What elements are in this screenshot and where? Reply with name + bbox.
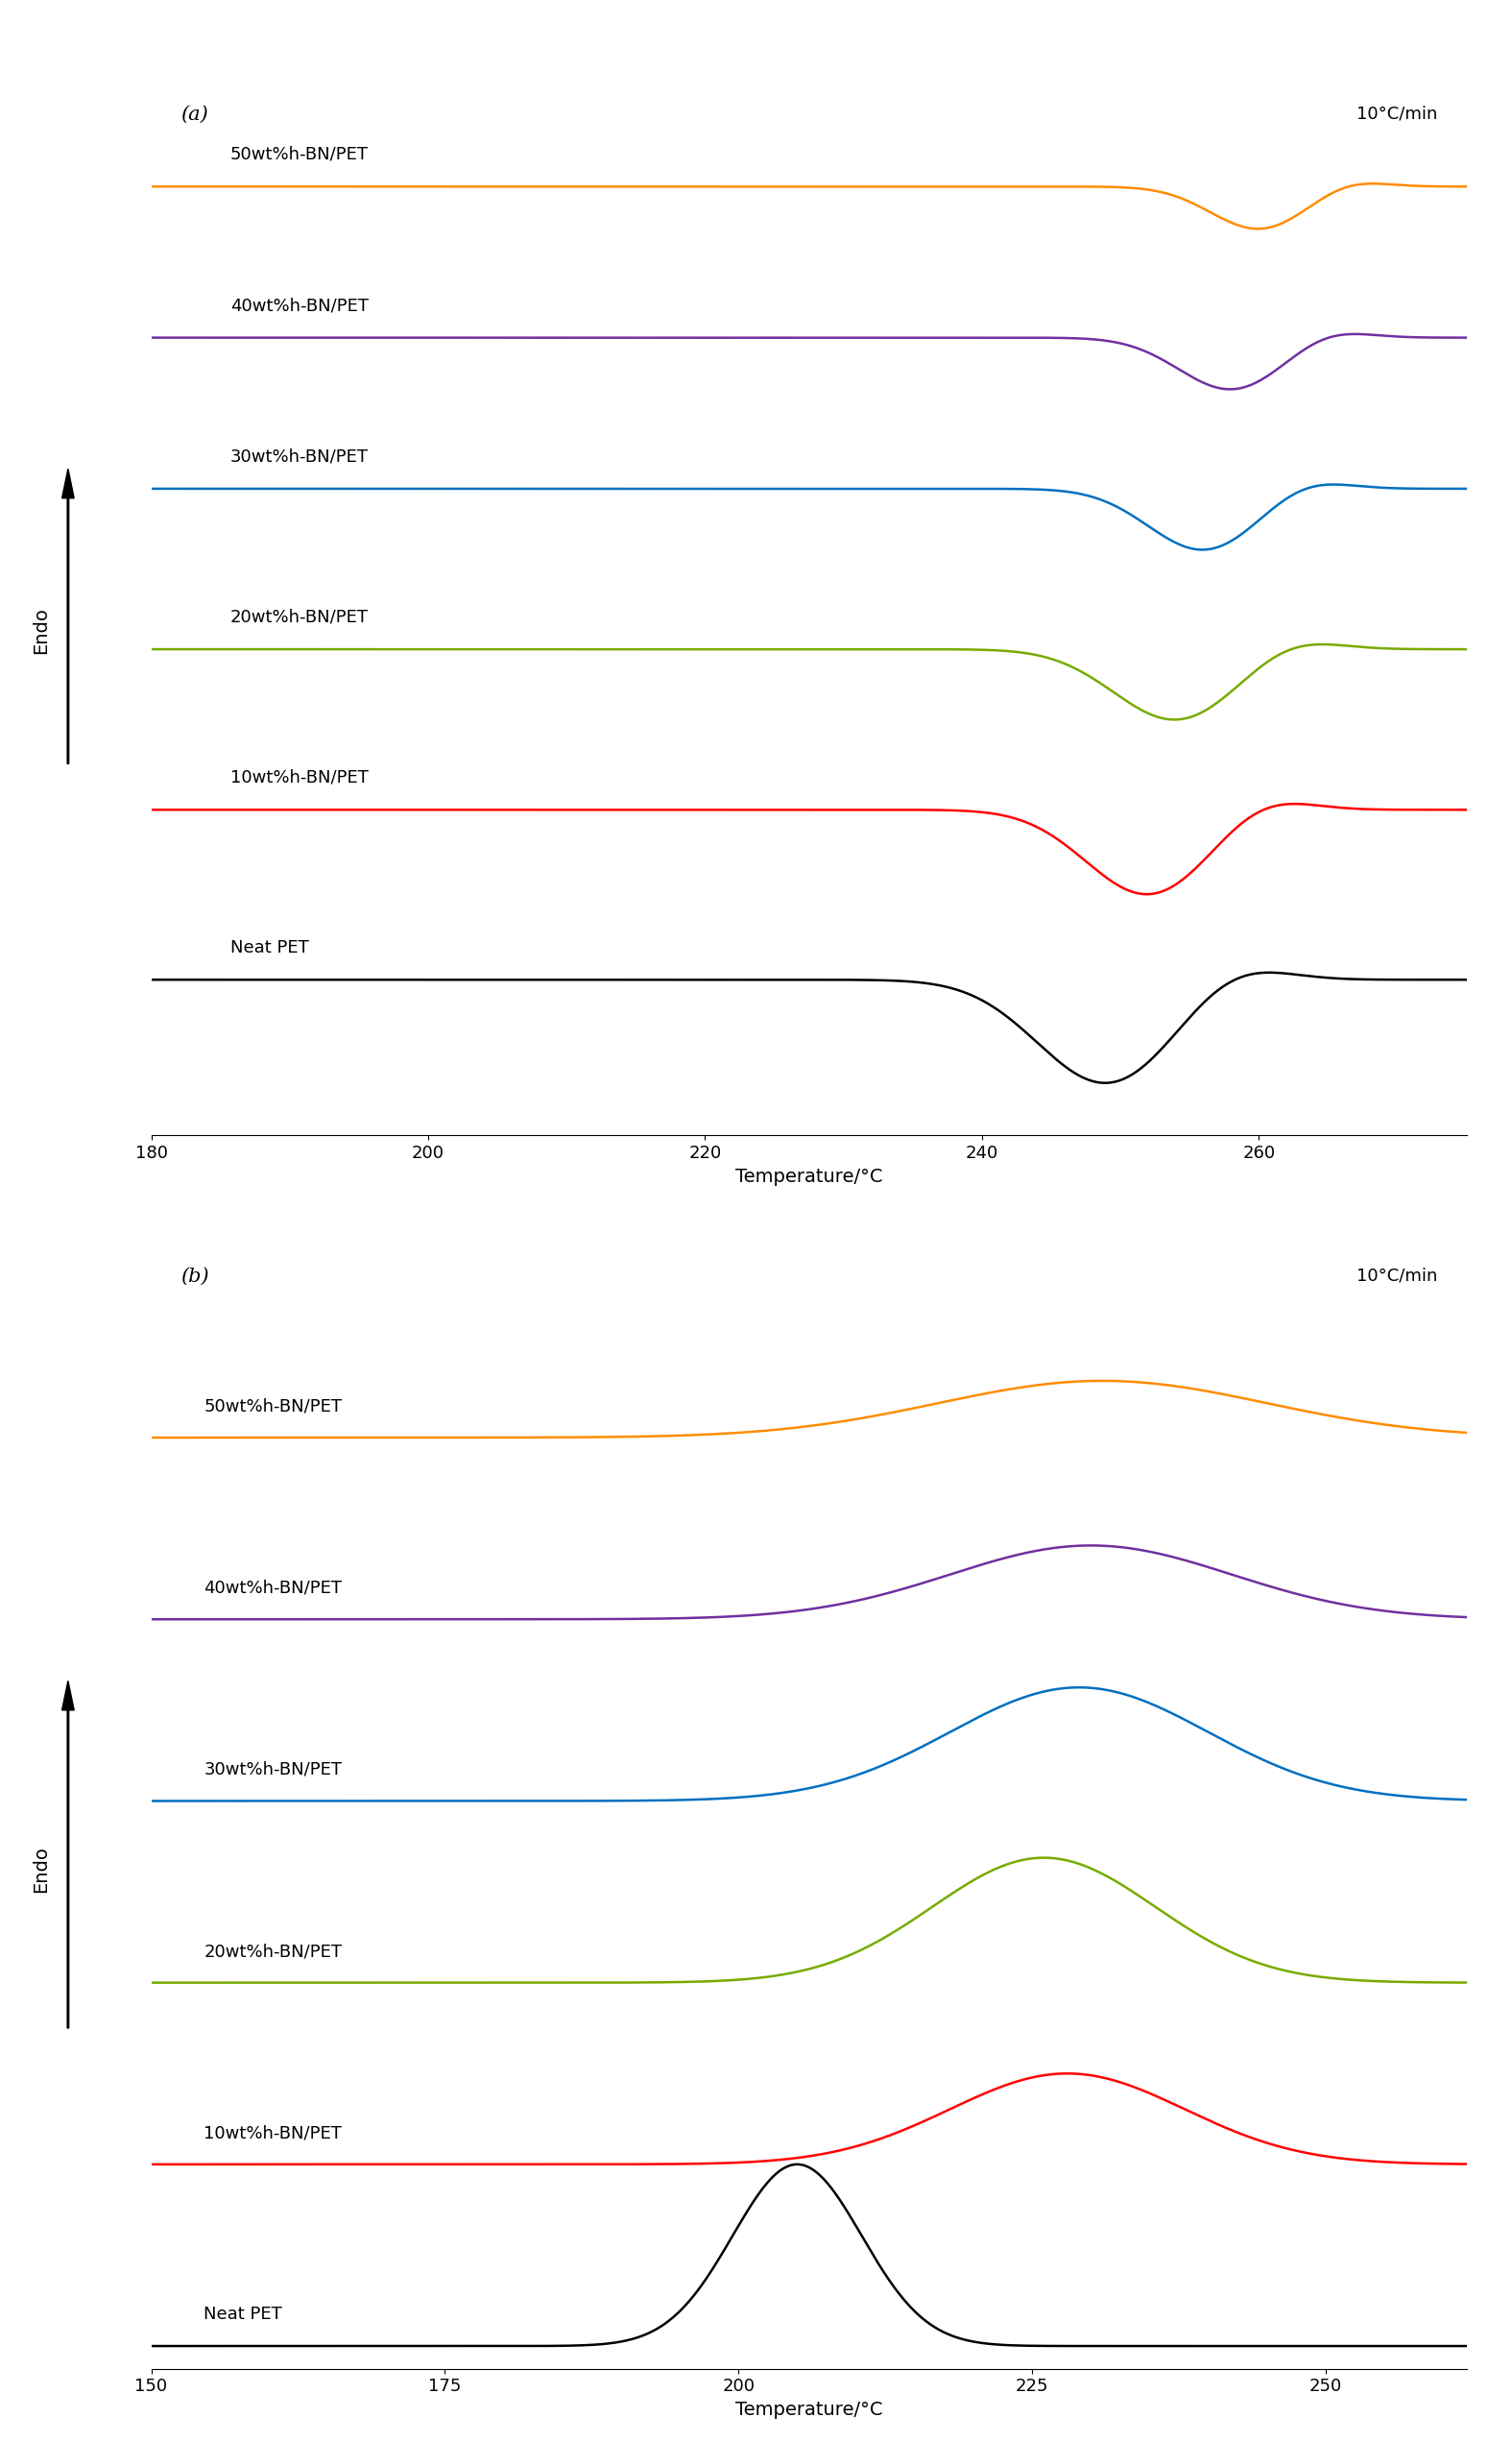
X-axis label: Temperature/°C: Temperature/°C (735, 1167, 883, 1187)
Text: Neat PET: Neat PET (230, 938, 308, 957)
Text: 20wt%h-BN/PET: 20wt%h-BN/PET (204, 1944, 342, 1961)
Text: 30wt%h-BN/PET: 30wt%h-BN/PET (204, 1761, 342, 1778)
Text: 40wt%h-BN/PET: 40wt%h-BN/PET (204, 1580, 342, 1597)
X-axis label: Temperature/°C: Temperature/°C (735, 2400, 883, 2420)
Text: Endo: Endo (32, 608, 50, 654)
Text: 10wt%h-BN/PET: 10wt%h-BN/PET (230, 769, 369, 786)
Text: 50wt%h-BN/PET: 50wt%h-BN/PET (204, 1397, 342, 1414)
Text: 10wt%h-BN/PET: 10wt%h-BN/PET (204, 2125, 342, 2142)
Text: 40wt%h-BN/PET: 40wt%h-BN/PET (230, 298, 369, 315)
Text: 20wt%h-BN/PET: 20wt%h-BN/PET (230, 608, 369, 625)
Text: 30wt%h-BN/PET: 30wt%h-BN/PET (230, 447, 369, 464)
Text: Endo: Endo (32, 1846, 50, 1893)
Text: (b): (b) (180, 1267, 209, 1284)
Text: 10°C/min: 10°C/min (1356, 105, 1438, 122)
Text: 10°C/min: 10°C/min (1356, 1267, 1438, 1284)
Text: 50wt%h-BN/PET: 50wt%h-BN/PET (230, 147, 369, 164)
Text: (a): (a) (180, 105, 207, 125)
Text: Neat PET: Neat PET (204, 2305, 283, 2322)
